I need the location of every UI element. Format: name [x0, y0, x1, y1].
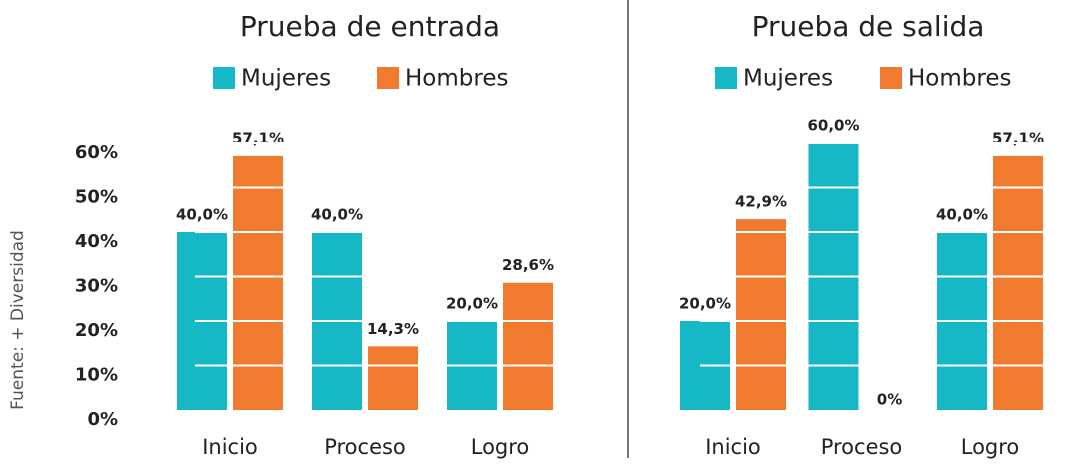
legend-label: Mujeres [743, 66, 833, 92]
chart-title: Prueba de entrada [240, 10, 500, 43]
value-label: 40,0% [936, 206, 988, 224]
source: Fuente: + Diversidad [8, 230, 28, 410]
legend-swatch [715, 67, 737, 89]
value-label: 20,0% [679, 295, 731, 313]
x-tick-label: Proceso [821, 435, 903, 459]
value-label: 42,9% [735, 193, 787, 211]
x-tick-label: Logro [961, 435, 1020, 459]
legend-label: Hombres [405, 66, 508, 92]
legend-swatch [213, 67, 235, 89]
y-tick-label: 40% [75, 231, 118, 252]
bar [233, 155, 283, 410]
value-label: 40,0% [311, 206, 363, 224]
value-label: 57,1% [992, 129, 1044, 147]
legend-swatch [880, 67, 902, 89]
bar [503, 282, 553, 410]
value-label: 57,1% [232, 129, 284, 147]
y-tick-label: 50% [75, 187, 118, 208]
value-label: 14,3% [367, 320, 419, 338]
y-tick-label: 60% [75, 142, 118, 163]
y-tick-label: 0% [87, 409, 118, 430]
value-label: 20,0% [446, 295, 498, 313]
y-tick-label: 30% [75, 276, 118, 297]
legend-label: Mujeres [241, 66, 331, 92]
x-tick-label: Proceso [324, 435, 406, 459]
x-tick-label: Inicio [202, 435, 258, 459]
y-tick-label: 10% [75, 365, 118, 386]
value-label: 0% [877, 391, 902, 409]
chart-title: Prueba de salida [752, 10, 985, 43]
value-label: 28,6% [502, 256, 554, 274]
bar [736, 219, 786, 410]
x-tick-label: Inicio [705, 435, 761, 459]
bar [368, 346, 418, 410]
legend-label: Hombres [908, 66, 1011, 92]
bar [993, 155, 1043, 410]
value-label: 60,0% [807, 117, 859, 135]
x-tick-label: Logro [471, 435, 530, 459]
legend-swatch [377, 67, 399, 89]
y-tick-label: 20% [75, 320, 118, 341]
value-label: 40,0% [176, 206, 228, 224]
